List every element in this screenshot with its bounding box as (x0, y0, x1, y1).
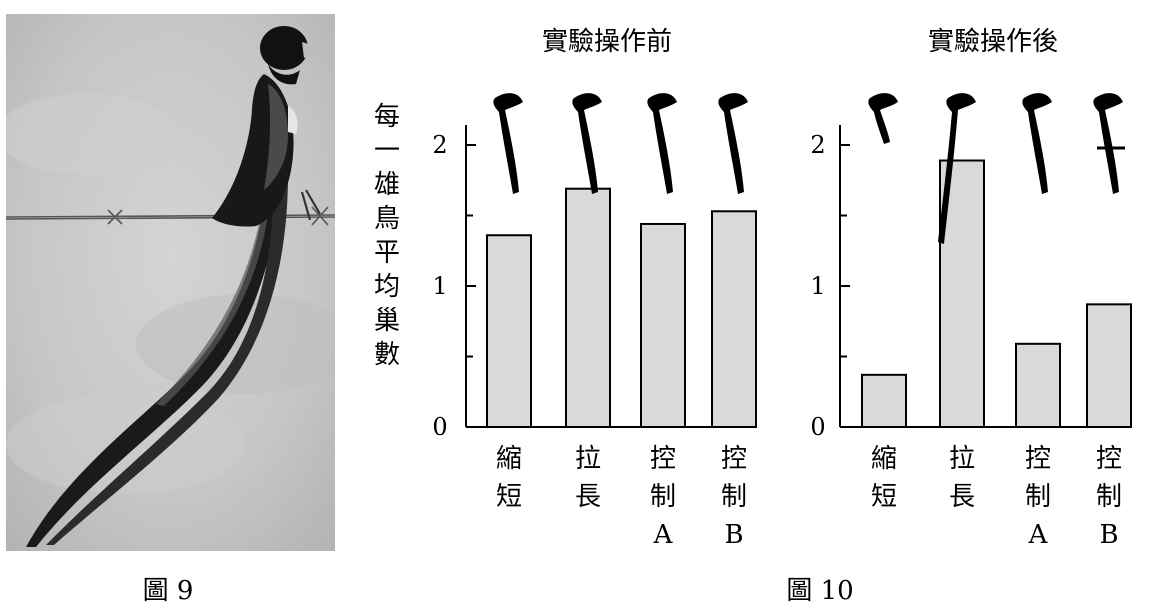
chart-title: 實驗操作後 (928, 27, 1058, 57)
chart-title: 實驗操作前 (542, 27, 672, 57)
category-label: 長 (575, 482, 601, 512)
category-label: 長 (949, 482, 975, 512)
y-axis-label-char: 雄 (373, 170, 400, 200)
tail-silhouette-icon (868, 93, 898, 144)
bar (1086, 303, 1132, 428)
y-tick-label: 2 (432, 131, 447, 159)
category-label: A (653, 520, 674, 550)
category-label: 縮 (871, 444, 897, 474)
bar (711, 210, 757, 428)
category-label: 制 (721, 482, 747, 512)
y-tick-label: 0 (810, 413, 825, 441)
tail-silhouette-icon (493, 93, 523, 194)
tail-silhouette-path (1093, 93, 1123, 194)
y-axis-label-char: 鳥 (373, 204, 400, 234)
y-axis-label-char: 一 (373, 136, 400, 166)
y-tick-label: 0 (432, 413, 447, 441)
tail-silhouette-icon (1022, 93, 1052, 194)
bar (640, 222, 686, 428)
category-label: 制 (1025, 482, 1051, 512)
category-label: 拉 (575, 444, 601, 474)
bar (565, 187, 611, 428)
tail-silhouette-icon (718, 93, 748, 194)
bar (486, 234, 532, 428)
category-label: B (724, 520, 743, 550)
y-axis-label-char: 每 (373, 102, 400, 132)
category-label: 縮 (496, 444, 522, 474)
category-label: 制 (1096, 482, 1122, 512)
tail-silhouette-path (938, 93, 976, 244)
category-label: 短 (871, 482, 897, 512)
y-axis-label-char: 均 (373, 272, 400, 302)
bird-tail (26, 164, 288, 547)
tail-silhouette-icon (647, 93, 677, 194)
category-label: 制 (650, 482, 676, 512)
tail-silhouette-path (868, 93, 898, 144)
bar (861, 373, 907, 428)
figure-10-caption: 圖 10 (786, 576, 854, 606)
y-axis-label-char: 數 (373, 340, 400, 370)
y-axis-label-char: 巢 (373, 306, 400, 336)
tail-silhouette-path (572, 93, 602, 194)
bar (1015, 342, 1061, 428)
category-label: 控 (1096, 444, 1122, 474)
category-label: 控 (721, 444, 747, 474)
tail-silhouette-path (647, 93, 677, 194)
y-tick-label: 1 (810, 272, 825, 300)
category-label: A (1028, 520, 1049, 550)
bird-body (212, 26, 328, 227)
tail-silhouette-icon (938, 93, 976, 244)
category-label: 短 (496, 482, 522, 512)
y-axis-label: 每一雄鳥平均巢數 (372, 100, 402, 372)
tail-silhouette-path (718, 93, 748, 194)
category-label: B (1099, 520, 1118, 550)
category-label: 拉 (949, 444, 975, 474)
tail-silhouette-icon (572, 93, 602, 194)
y-axis-label-char: 平 (373, 238, 400, 268)
tail-silhouette-path (1022, 93, 1052, 194)
y-tick-label: 1 (432, 272, 447, 300)
tail-silhouette-icon (1093, 93, 1125, 194)
bar (939, 159, 985, 428)
figure-9-caption: 圖 9 (142, 576, 194, 606)
y-tick-label: 2 (810, 131, 825, 159)
category-label: 控 (650, 444, 676, 474)
tail-silhouette-path (493, 93, 523, 194)
category-label: 控 (1025, 444, 1051, 474)
bird-photo (6, 14, 335, 551)
